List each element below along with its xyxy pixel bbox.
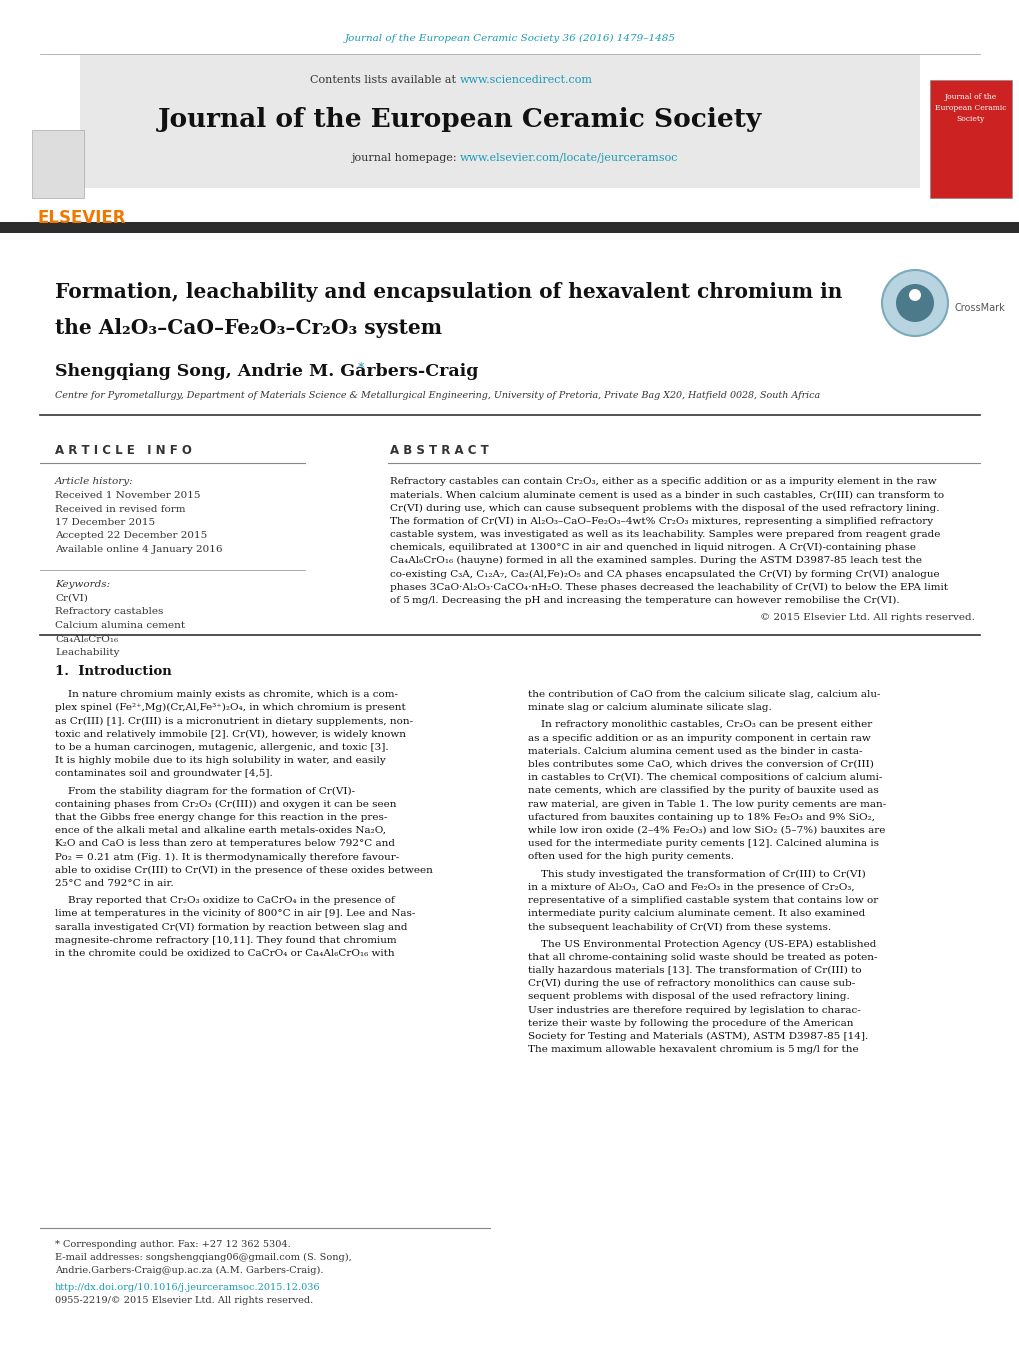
Text: It is highly mobile due to its high solubility in water, and easily: It is highly mobile due to its high solu… (55, 757, 385, 765)
Text: magnesite-chrome refractory [10,11]. They found that chromium: magnesite-chrome refractory [10,11]. The… (55, 936, 396, 944)
Text: toxic and relatively immobile [2]. Cr(VI), however, is widely known: toxic and relatively immobile [2]. Cr(VI… (55, 730, 406, 739)
Text: as a specific addition or as an impurity component in certain raw: as a specific addition or as an impurity… (528, 734, 870, 743)
Text: plex spinel (Fe²⁺,Mg)(Cr,Al,Fe³⁺)₂O₄, in which chromium is present: plex spinel (Fe²⁺,Mg)(Cr,Al,Fe³⁺)₂O₄, in… (55, 704, 406, 712)
Text: intermediate purity calcium aluminate cement. It also examined: intermediate purity calcium aluminate ce… (528, 909, 864, 919)
Text: lime at temperatures in the vicinity of 800°C in air [9]. Lee and Nas-: lime at temperatures in the vicinity of … (55, 909, 415, 919)
Text: in castables to Cr(VI). The chemical compositions of calcium alumi-: in castables to Cr(VI). The chemical com… (528, 773, 881, 782)
Circle shape (895, 284, 933, 322)
Text: sequent problems with disposal of the used refractory lining.: sequent problems with disposal of the us… (528, 993, 849, 1001)
Text: materials. Calcium alumina cement used as the binder in casta-: materials. Calcium alumina cement used a… (528, 747, 862, 755)
Bar (79, 54, 919, 188)
Text: www.elsevier.com/locate/jeurceramsoc: www.elsevier.com/locate/jeurceramsoc (460, 153, 678, 163)
Bar (929, 80, 1011, 199)
Text: User industries are therefore required by legislation to charac-: User industries are therefore required b… (528, 1005, 860, 1015)
Text: to be a human carcinogen, mutagenic, allergenic, and toxic [3].: to be a human carcinogen, mutagenic, all… (55, 743, 388, 751)
Text: ufactured from bauxites containing up to 18% Fe₂O₃ and 9% SiO₂,: ufactured from bauxites containing up to… (528, 813, 874, 821)
Text: that all chrome-containing solid waste should be treated as poten-: that all chrome-containing solid waste s… (528, 952, 876, 962)
Text: chemicals, equilibrated at 1300°C in air and quenched in liquid nitrogen. A Cr(V: chemicals, equilibrated at 1300°C in air… (389, 543, 915, 553)
Text: © 2015 Elsevier Ltd. All rights reserved.: © 2015 Elsevier Ltd. All rights reserved… (759, 613, 974, 621)
Text: ence of the alkali metal and alkaline earth metals-oxides Na₂O,: ence of the alkali metal and alkaline ea… (55, 825, 385, 835)
Text: Cr(VI) during use, which can cause subsequent problems with the disposal of the : Cr(VI) during use, which can cause subse… (389, 504, 938, 512)
Text: Ca₄Al₆CrO₁₆ (hauyne) formed in all the examined samples. During the ASTM D3987-8: Ca₄Al₆CrO₁₆ (hauyne) formed in all the e… (389, 557, 921, 565)
Text: the contribution of CaO from the calcium silicate slag, calcium alu-: the contribution of CaO from the calcium… (528, 690, 879, 698)
Text: * Corresponding author. Fax: +27 12 362 5304.: * Corresponding author. Fax: +27 12 362 … (55, 1240, 290, 1250)
Text: Society for Testing and Materials (ASTM), ASTM D3987-85 [14].: Society for Testing and Materials (ASTM)… (528, 1032, 867, 1042)
Text: materials. When calcium aluminate cement is used as a binder in such castables, : materials. When calcium aluminate cement… (389, 490, 944, 500)
Text: journal homepage:: journal homepage: (351, 153, 460, 163)
Text: Journal of the
European Ceramic
Society: Journal of the European Ceramic Society (934, 93, 1006, 123)
Bar (0, 222, 1019, 232)
Circle shape (908, 289, 920, 301)
Circle shape (881, 270, 947, 336)
Text: Shengqiang Song, Andrie M. Garbers-Craig: Shengqiang Song, Andrie M. Garbers-Craig (55, 362, 478, 380)
Text: Available online 4 January 2016: Available online 4 January 2016 (55, 544, 222, 554)
Text: terize their waste by following the procedure of the American: terize their waste by following the proc… (528, 1019, 853, 1028)
Text: Centre for Pyrometallurgy, Department of Materials Science & Metallurgical Engin: Centre for Pyrometallurgy, Department of… (55, 392, 819, 400)
Text: *: * (358, 362, 364, 376)
Text: 25°C and 792°C in air.: 25°C and 792°C in air. (55, 878, 173, 888)
Text: Po₂ = 0.21 atm (Fig. 1). It is thermodynamically therefore favour-: Po₂ = 0.21 atm (Fig. 1). It is thermodyn… (55, 852, 398, 862)
Text: bles contributes some CaO, which drives the conversion of Cr(III): bles contributes some CaO, which drives … (528, 761, 873, 769)
Text: Cr(VI): Cr(VI) (55, 594, 88, 603)
Text: http://dx.doi.org/10.1016/j.jeurceramsoc.2015.12.036: http://dx.doi.org/10.1016/j.jeurceramsoc… (55, 1283, 320, 1292)
Text: The US Environmental Protection Agency (US-EPA) established: The US Environmental Protection Agency (… (528, 939, 875, 948)
Text: used for the intermediate purity cements [12]. Calcined alumina is: used for the intermediate purity cements… (528, 839, 878, 848)
Text: A R T I C L E   I N F O: A R T I C L E I N F O (55, 443, 192, 457)
Text: K₂O and CaO is less than zero at temperatures below 792°C and: K₂O and CaO is less than zero at tempera… (55, 839, 394, 848)
Text: the Al₂O₃–CaO–Fe₂O₃–Cr₂O₃ system: the Al₂O₃–CaO–Fe₂O₃–Cr₂O₃ system (55, 317, 441, 338)
Text: Contents lists available at: Contents lists available at (310, 76, 460, 85)
Text: Cr(VI) during the use of refractory monolithics can cause sub-: Cr(VI) during the use of refractory mono… (528, 979, 854, 989)
Text: Refractory castables can contain Cr₂O₃, either as a specific addition or as a im: Refractory castables can contain Cr₂O₃, … (389, 477, 935, 486)
Text: In refractory monolithic castables, Cr₂O₃ can be present either: In refractory monolithic castables, Cr₂O… (528, 720, 871, 730)
Text: often used for the high purity cements.: often used for the high purity cements. (528, 852, 734, 862)
Text: www.sciencedirect.com: www.sciencedirect.com (460, 76, 592, 85)
Text: Accepted 22 December 2015: Accepted 22 December 2015 (55, 531, 207, 540)
Text: The formation of Cr(VI) in Al₂O₃–CaO–Fe₂O₃–4wt% Cr₂O₃ mixtures, representing a s: The formation of Cr(VI) in Al₂O₃–CaO–Fe₂… (389, 516, 932, 526)
Text: minate slag or calcium aluminate silicate slag.: minate slag or calcium aluminate silicat… (528, 704, 771, 712)
Text: in a mixture of Al₂O₃, CaO and Fe₂O₃ in the presence of Cr₂O₃,: in a mixture of Al₂O₃, CaO and Fe₂O₃ in … (528, 882, 854, 892)
Text: raw material, are given in Table 1. The low purity cements are man-: raw material, are given in Table 1. The … (528, 800, 886, 809)
Text: 0955-2219/© 2015 Elsevier Ltd. All rights reserved.: 0955-2219/© 2015 Elsevier Ltd. All right… (55, 1296, 313, 1305)
Text: E-mail addresses: songshengqiang06@gmail.com (S. Song),: E-mail addresses: songshengqiang06@gmail… (55, 1252, 352, 1262)
Text: that the Gibbs free energy change for this reaction in the pres-: that the Gibbs free energy change for th… (55, 813, 387, 821)
Text: Received in revised form: Received in revised form (55, 504, 185, 513)
Text: 17 December 2015: 17 December 2015 (55, 517, 155, 527)
Text: containing phases from Cr₂O₃ (Cr(III)) and oxygen it can be seen: containing phases from Cr₂O₃ (Cr(III)) a… (55, 800, 396, 809)
Text: nate cements, which are classified by the purity of bauxite used as: nate cements, which are classified by th… (528, 786, 878, 796)
Text: of 5 mg/l. Decreasing the pH and increasing the temperature can however remobili: of 5 mg/l. Decreasing the pH and increas… (389, 596, 899, 605)
Text: in the chromite could be oxidized to CaCrO₄ or Ca₄Al₆CrO₁₆ with: in the chromite could be oxidized to CaC… (55, 948, 394, 958)
Bar (32, 130, 84, 199)
Text: contaminates soil and groundwater [4,5].: contaminates soil and groundwater [4,5]. (55, 769, 272, 778)
Text: Leachability: Leachability (55, 648, 119, 657)
Text: CrossMark: CrossMark (954, 303, 1005, 313)
Text: castable system, was investigated as well as its leachability. Samples were prep: castable system, was investigated as wel… (389, 530, 940, 539)
Text: Formation, leachability and encapsulation of hexavalent chromium in: Formation, leachability and encapsulatio… (55, 282, 842, 303)
Text: saralla investigated Cr(VI) formation by reaction between slag and: saralla investigated Cr(VI) formation by… (55, 923, 408, 932)
Text: The maximum allowable hexavalent chromium is 5 mg/l for the: The maximum allowable hexavalent chromiu… (528, 1046, 858, 1054)
Text: Keywords:: Keywords: (55, 580, 110, 589)
Text: Article history:: Article history: (55, 477, 133, 486)
Text: Bray reported that Cr₂O₃ oxidize to CaCrO₄ in the presence of: Bray reported that Cr₂O₃ oxidize to CaCr… (55, 896, 394, 905)
Text: co-existing C₃A, C₁₂A₇, Ca₂(Al,Fe)₂O₅ and CA phases encapsulated the Cr(VI) by f: co-existing C₃A, C₁₂A₇, Ca₂(Al,Fe)₂O₅ an… (389, 569, 938, 578)
Text: A B S T R A C T: A B S T R A C T (389, 443, 488, 457)
Text: In nature chromium mainly exists as chromite, which is a com-: In nature chromium mainly exists as chro… (55, 690, 397, 698)
Text: the subsequent leachability of Cr(VI) from these systems.: the subsequent leachability of Cr(VI) fr… (528, 923, 830, 932)
Text: as Cr(III) [1]. Cr(III) is a micronutrient in dietary supplements, non-: as Cr(III) [1]. Cr(III) is a micronutrie… (55, 716, 413, 725)
Text: Journal of the European Ceramic Society 36 (2016) 1479–1485: Journal of the European Ceramic Society … (344, 34, 675, 43)
Text: phases 3CaO·Al₂O₃·CaCO₄·nH₂O. These phases decreased the leachability of Cr(VI) : phases 3CaO·Al₂O₃·CaCO₄·nH₂O. These phas… (389, 582, 947, 592)
Text: Andrie.Garbers-Craig@up.ac.za (A.M. Garbers-Craig).: Andrie.Garbers-Craig@up.ac.za (A.M. Garb… (55, 1266, 323, 1275)
Text: Ca₄Al₆CrO₁₆: Ca₄Al₆CrO₁₆ (55, 635, 118, 643)
Text: able to oxidise Cr(III) to Cr(VI) in the presence of these oxides between: able to oxidise Cr(III) to Cr(VI) in the… (55, 866, 432, 874)
Text: Journal of the European Ceramic Society: Journal of the European Ceramic Society (158, 108, 761, 132)
Text: This study investigated the transformation of Cr(III) to Cr(VI): This study investigated the transformati… (528, 870, 865, 878)
Text: Received 1 November 2015: Received 1 November 2015 (55, 490, 201, 500)
Text: Refractory castables: Refractory castables (55, 608, 163, 616)
Text: while low iron oxide (2–4% Fe₂O₃) and low SiO₂ (5–7%) bauxites are: while low iron oxide (2–4% Fe₂O₃) and lo… (528, 825, 884, 835)
Text: ELSEVIER: ELSEVIER (38, 209, 126, 227)
Text: representative of a simplified castable system that contains low or: representative of a simplified castable … (528, 896, 877, 905)
Text: From the stability diagram for the formation of Cr(VI)-: From the stability diagram for the forma… (55, 786, 355, 796)
Text: tially hazardous materials [13]. The transformation of Cr(III) to: tially hazardous materials [13]. The tra… (528, 966, 861, 975)
Text: Calcium alumina cement: Calcium alumina cement (55, 621, 184, 630)
Text: 1.  Introduction: 1. Introduction (55, 665, 171, 678)
